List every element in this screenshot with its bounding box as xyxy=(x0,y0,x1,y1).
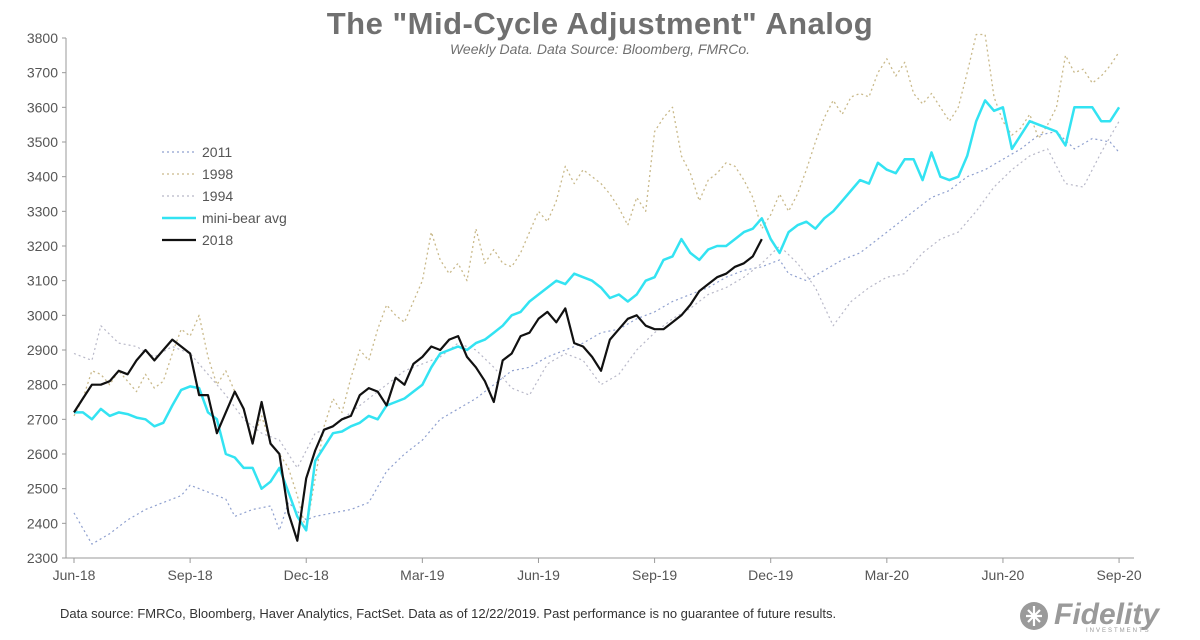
x-tick-label: Dec-18 xyxy=(284,567,329,583)
legend-label: 2018 xyxy=(202,232,233,248)
y-tick-label: 2600 xyxy=(27,446,58,462)
y-tick-label: 2900 xyxy=(27,342,58,358)
y-tick-label: 2300 xyxy=(27,550,58,566)
y-tick-label: 3400 xyxy=(27,169,58,185)
y-tick-label: 3000 xyxy=(27,307,58,323)
line-chart: 2300 2400 2500 2600 2700 2800 2900 3000 3100 3200… xyxy=(27,30,1142,583)
x-tick-label: Jun-20 xyxy=(982,567,1025,583)
plot-frame xyxy=(65,38,1134,559)
y-axis: 2300 2400 2500 2600 2700 2800 2900 3000 3100 3200… xyxy=(27,30,66,566)
fidelity-logo: Fidelity INVESTMENTS xyxy=(1020,598,1160,634)
x-tick-label: Jun-18 xyxy=(53,567,96,583)
y-tick-label: 2400 xyxy=(27,515,58,531)
chart-subtitle: Weekly Data. Data Source: Bloomberg, FMR… xyxy=(449,41,751,57)
x-tick-label: Jun-19 xyxy=(517,567,560,583)
series-lines xyxy=(73,33,1121,545)
y-tick-label: 3300 xyxy=(27,203,58,219)
y-tick-label: 2800 xyxy=(27,377,58,393)
x-tick-label: Mar-20 xyxy=(865,567,910,583)
x-tick-label: Sep-20 xyxy=(1096,567,1141,583)
y-tick-label: 3200 xyxy=(27,238,58,254)
y-tick-label: 3500 xyxy=(27,134,58,150)
legend-label: 2011 xyxy=(202,144,232,160)
logo-emblem-icon xyxy=(1020,602,1048,630)
y-tick-label: 2700 xyxy=(27,411,58,427)
legend-label: 1998 xyxy=(202,166,233,182)
x-tick-label: Mar-19 xyxy=(400,567,445,583)
y-tick-label: 2500 xyxy=(27,481,58,497)
logo-wordmark: Fidelity xyxy=(1054,598,1160,631)
legend-label: 1994 xyxy=(202,188,233,204)
y-tick-label: 3700 xyxy=(27,65,58,81)
x-tick-label: Dec-19 xyxy=(748,567,793,583)
series-line-mini-bear-avg xyxy=(74,99,1121,532)
y-tick-label: 3800 xyxy=(27,30,58,46)
x-tick-label: Sep-18 xyxy=(168,567,213,583)
x-axis: Jun-18 Sep-18 Dec-18 Mar-19 Jun-19 Sep-19 Dec-… xyxy=(53,558,1142,583)
series-line-2018 xyxy=(73,238,763,542)
legend-label: mini-bear avg xyxy=(202,210,287,226)
y-tick-label: 3600 xyxy=(27,99,58,115)
logo-subtext: INVESTMENTS xyxy=(1086,628,1151,634)
legend: 2011 1998 1994 mini-bear avg 2018 xyxy=(162,144,287,248)
series-line-1994 xyxy=(73,120,1120,469)
y-tick-label: 3100 xyxy=(27,273,58,289)
series-line-2011 xyxy=(73,131,1120,545)
chart-title: The "Mid-Cycle Adjustment" Analog xyxy=(326,6,874,41)
footnote: Data source: FMRCo, Bloomberg, Haver Ana… xyxy=(60,606,837,621)
series-line-1998 xyxy=(73,33,1120,531)
x-tick-label: Sep-19 xyxy=(632,567,677,583)
